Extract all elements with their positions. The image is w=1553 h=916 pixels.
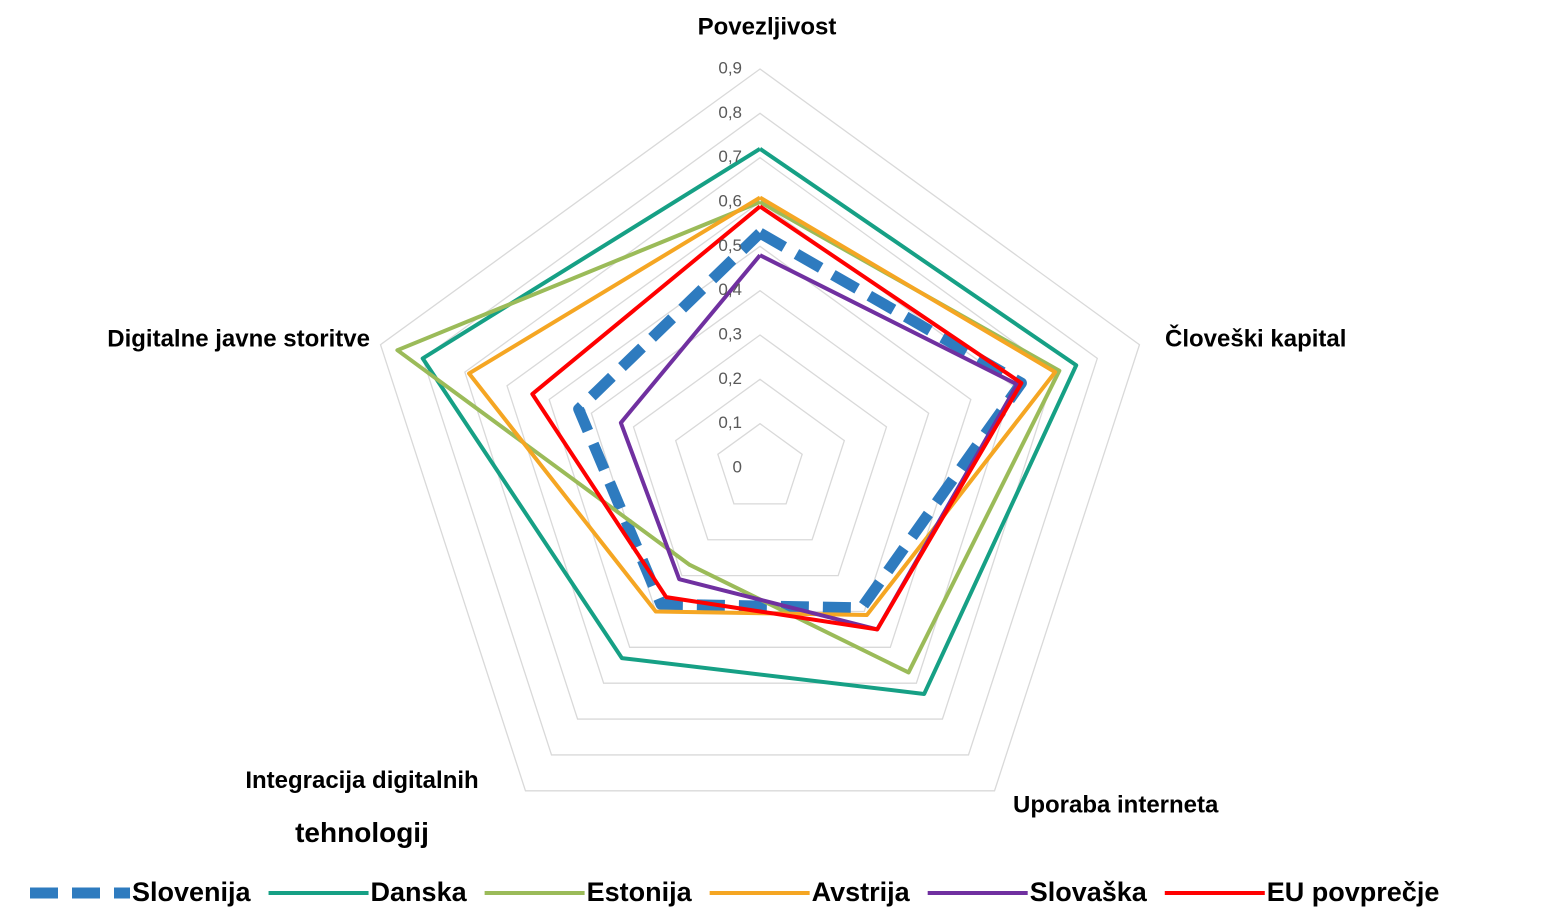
legend-label: Estonija (587, 877, 693, 907)
series-line (395, 200, 1062, 675)
axis-label: Človeški kapital (1165, 324, 1346, 352)
series-line (618, 253, 1020, 632)
legend-label: Slovenija (132, 877, 252, 907)
axis-label: Povezljivost (698, 13, 837, 40)
grid-line (506, 201, 1014, 684)
tick-label: 0,9 (718, 58, 742, 77)
tick-label: 0,1 (718, 413, 742, 432)
legend-label: Avstrija (812, 877, 911, 907)
legend-label: Danska (371, 877, 468, 907)
axis-label: Digitalne javne storitve (107, 325, 370, 352)
series-line (530, 204, 1024, 632)
tick-label: 0,6 (718, 191, 742, 210)
axis-label-line: tehnologij (295, 817, 429, 848)
tick-label: 0 (733, 457, 742, 476)
grid-line (674, 378, 846, 541)
tick-label: 0,5 (718, 236, 742, 255)
legend-label: EU povprečje (1267, 877, 1440, 907)
grid-line (548, 245, 972, 648)
series-line (420, 147, 1079, 696)
grid-line (421, 112, 1099, 756)
grid-line (717, 422, 803, 505)
series-line (573, 228, 1027, 614)
grid-line (379, 68, 1141, 792)
axis-label: Integracija digitalnih tehnologij (245, 767, 478, 848)
tick-label: 0,8 (718, 103, 742, 122)
tick-label: 0,4 (718, 280, 742, 299)
tick-label: 0,2 (718, 369, 742, 388)
tick-label: 0,7 (718, 147, 742, 166)
legend-label: Slovaška (1030, 877, 1148, 907)
grid-line (632, 334, 888, 577)
axis-label: Uporaba interneta (1013, 791, 1219, 818)
axis-label-line: Integracija digitalnih (245, 767, 478, 794)
grid-line (464, 156, 1056, 720)
tick-label: 0,3 (718, 324, 742, 343)
